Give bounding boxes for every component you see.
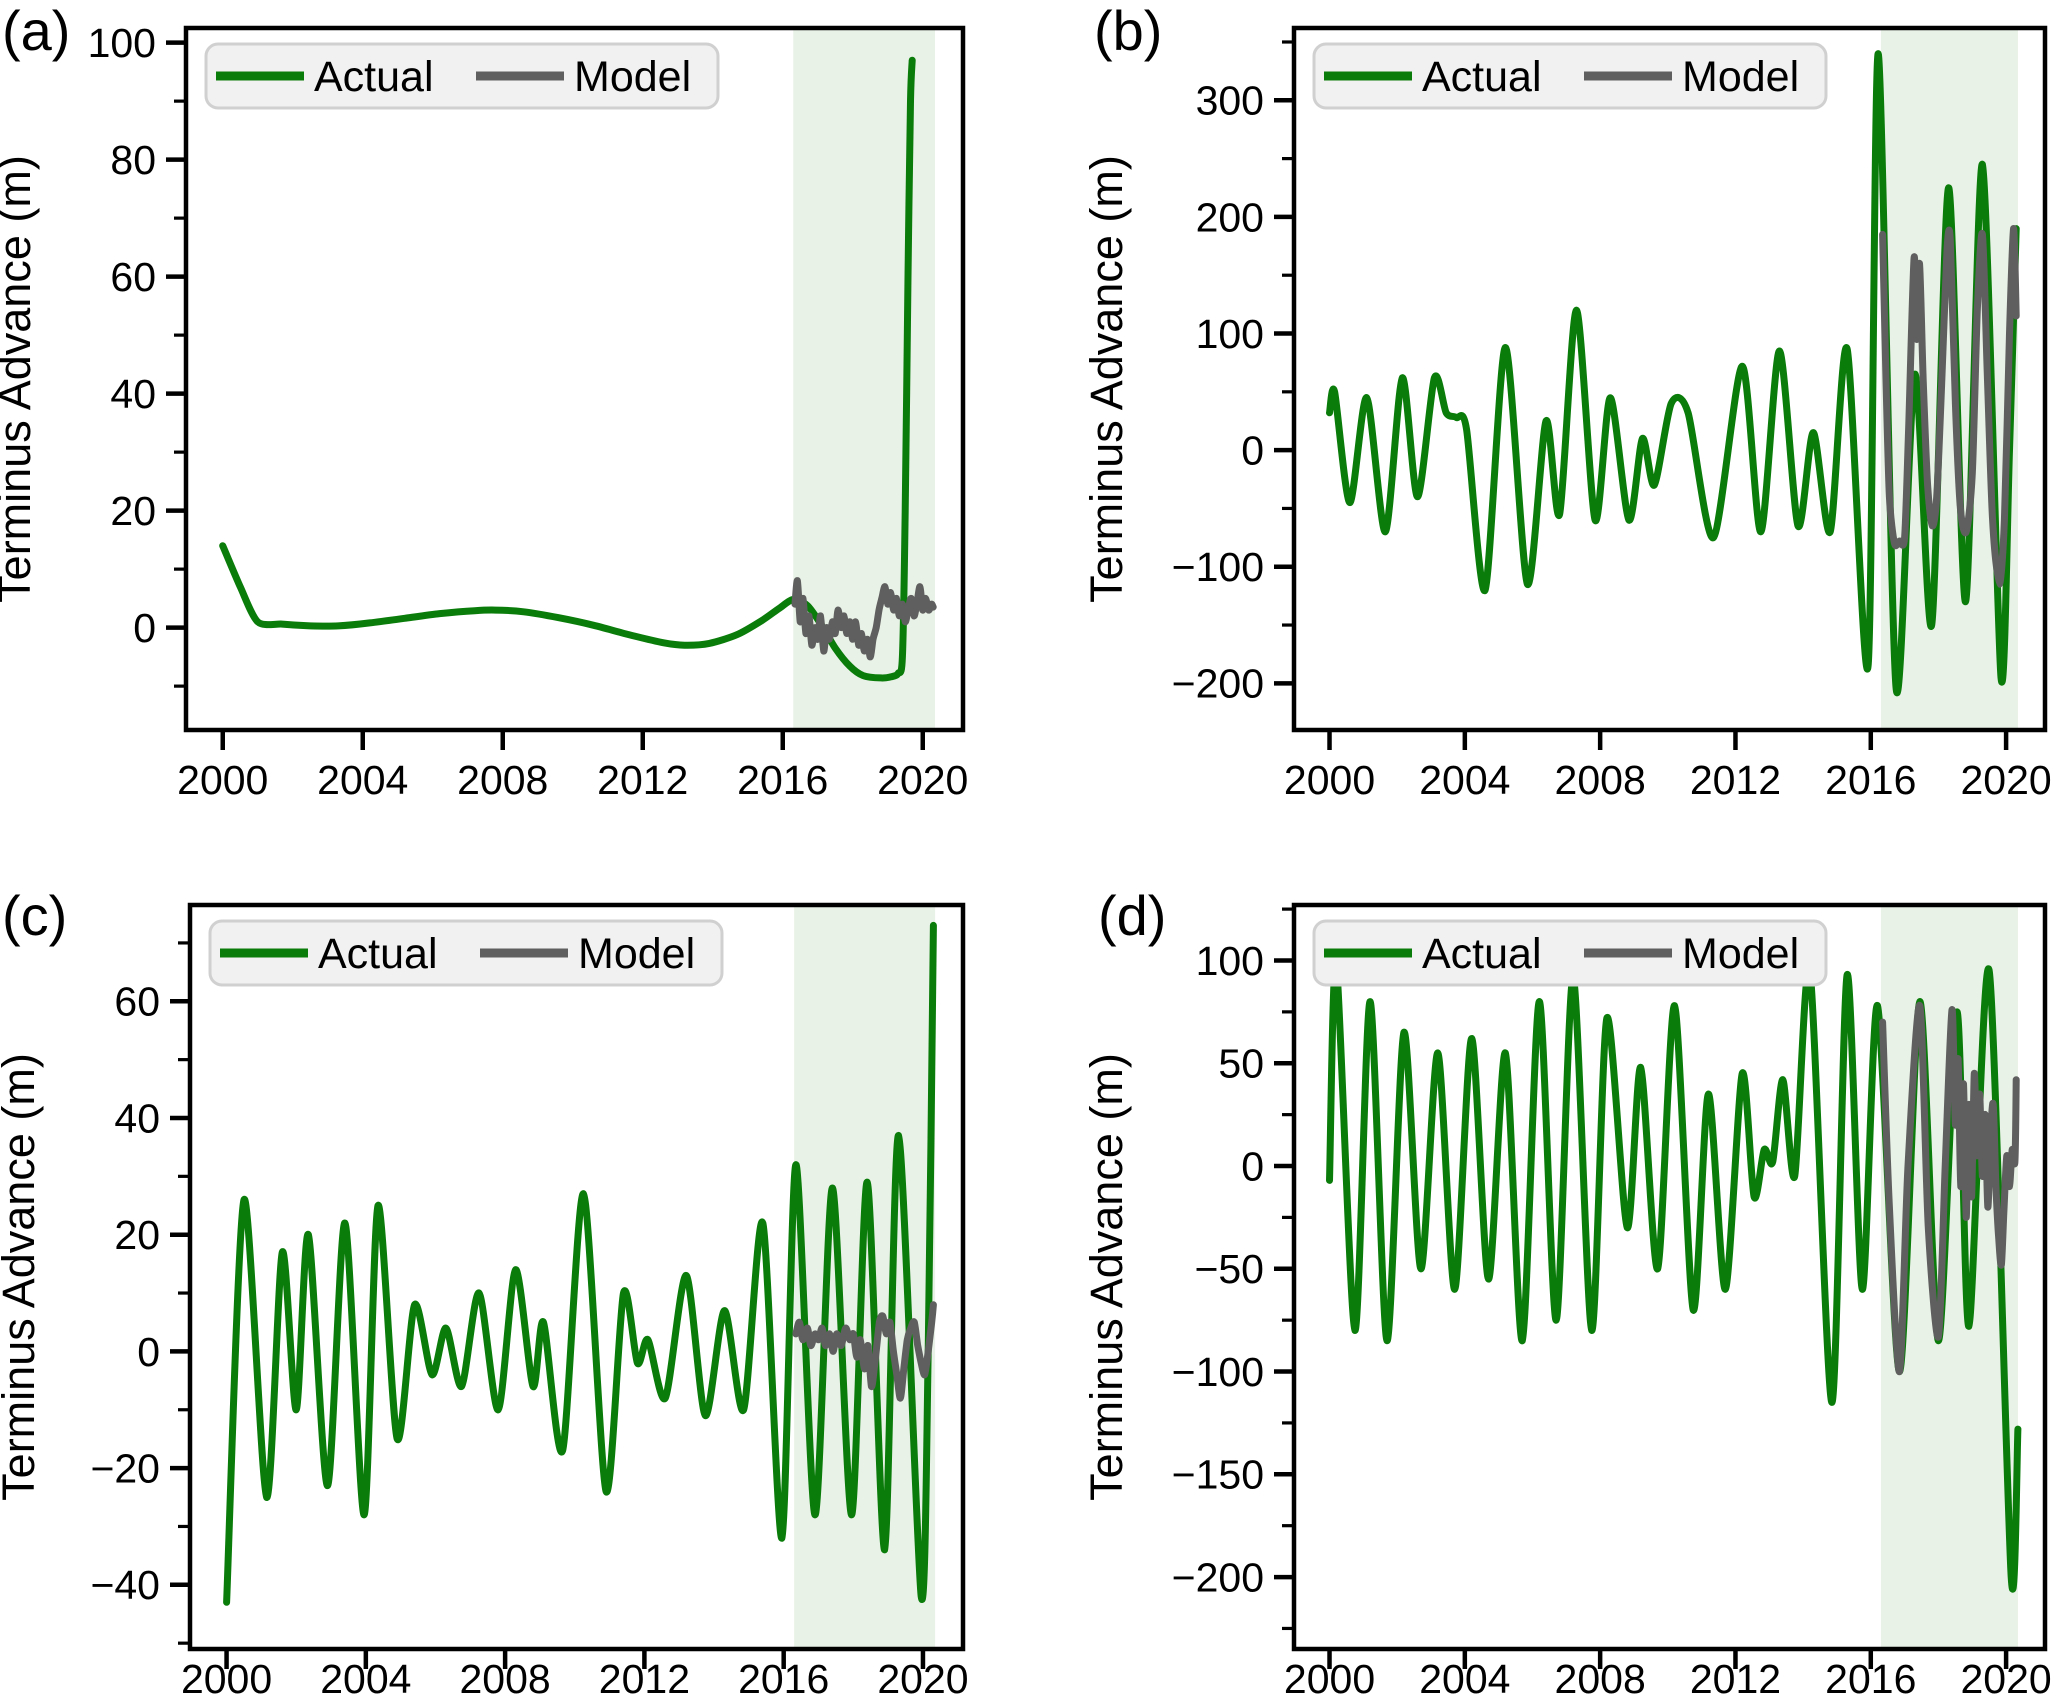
x-tick-label: 2008 <box>1555 757 1646 803</box>
y-tick-label: −40 <box>90 1562 160 1608</box>
y-axis-label: Terminus Advance (m) <box>0 155 40 603</box>
plot-frame <box>187 902 966 1652</box>
x-tick-label: 2000 <box>1284 757 1375 803</box>
x-tick-label: 2012 <box>597 757 688 803</box>
y-tick-label: −200 <box>1172 1554 1264 1600</box>
y-tick-label: −20 <box>90 1445 160 1491</box>
y-tick-label: 100 <box>88 20 156 66</box>
legend-box <box>204 42 720 110</box>
y-tick-label: 60 <box>110 254 156 300</box>
y-tick-label: 0 <box>133 605 156 651</box>
y-axis-label: Terminus Advance (m) <box>0 1053 44 1501</box>
x-tick-label: 2008 <box>457 757 548 803</box>
y-axis-label: Terminus Advance (m) <box>1081 155 1132 603</box>
x-tick-label: 2020 <box>1960 757 2051 803</box>
y-tick-label: 0 <box>137 1329 160 1375</box>
x-tick-label: 2020 <box>877 757 968 803</box>
y-tick-label: 40 <box>110 371 156 417</box>
legend-actual-label: Actual <box>1422 53 1542 101</box>
panel-letter: (c) <box>2 884 67 947</box>
x-tick-label: 2000 <box>1284 1656 1375 1697</box>
panel-letter: (d) <box>1098 884 1166 947</box>
legend-model-label: Model <box>574 53 691 101</box>
x-tick-label: 2020 <box>877 1656 968 1697</box>
y-tick-label: −100 <box>1172 1349 1264 1395</box>
y-tick-label: 50 <box>1218 1041 1264 1087</box>
series-model-line <box>792 1301 937 1402</box>
y-tick-label: 20 <box>114 1212 160 1258</box>
legend-actual-label: Actual <box>314 53 434 101</box>
x-tick-label: 2020 <box>1960 1656 2051 1697</box>
x-tick-label: 2000 <box>177 757 268 803</box>
legend: Actual Model <box>1312 42 1828 110</box>
x-tick-label: 2004 <box>1419 1656 1510 1697</box>
y-tick-label: 200 <box>1196 194 1264 240</box>
plot-frame <box>1291 25 2048 733</box>
series-model-line <box>791 577 937 661</box>
legend-actual-label: Actual <box>1422 930 1542 978</box>
y-tick-label: 0 <box>1241 427 1264 473</box>
panel-d: 2000 2004 2008 2012 2016 2020 −200 −150 −100 −50 0… <box>1081 884 2052 1697</box>
x-tick-label: 2016 <box>737 757 828 803</box>
x-tick-label: 2012 <box>1690 1656 1781 1697</box>
y-tick-label: 60 <box>114 979 160 1025</box>
panel-letter: (a) <box>2 0 70 62</box>
series-model-line <box>1879 1002 2020 1376</box>
x-tick-label: 2004 <box>317 757 408 803</box>
x-tick-label: 2012 <box>599 1656 690 1697</box>
y-tick-label: 80 <box>110 137 156 183</box>
legend-box <box>1312 919 1828 987</box>
x-tick-label: 2016 <box>1825 757 1916 803</box>
x-tick-label: 2008 <box>460 1656 551 1697</box>
series-model-line <box>1879 225 2020 588</box>
legend: Actual Model <box>208 919 724 987</box>
y-tick-label: 0 <box>1241 1143 1264 1189</box>
y-tick-label: −200 <box>1172 661 1264 707</box>
legend-model-label: Model <box>1682 53 1799 101</box>
y-tick-label: 300 <box>1196 78 1264 124</box>
x-tick-label: 2012 <box>1690 757 1781 803</box>
y-tick-label: 100 <box>1196 938 1264 984</box>
legend-model-label: Model <box>1682 930 1799 978</box>
legend-box <box>208 919 724 987</box>
series-actual-line <box>219 56 916 682</box>
x-tick-label: 2004 <box>320 1656 411 1697</box>
x-tick-label: 2016 <box>1825 1656 1916 1697</box>
plot-frame <box>183 25 966 733</box>
panel-a: 2000 2004 2008 2012 2016 2020 0 20 40 60 80 100 Term… <box>0 0 968 803</box>
panel-b: 2000 2004 2008 2012 2016 2020 −200 −100 0 100 200 3… <box>1081 0 2052 803</box>
y-tick-label: 40 <box>114 1095 160 1141</box>
x-tick-label: 2016 <box>738 1656 829 1697</box>
legend-box <box>1312 42 1828 110</box>
legend: Actual Model <box>1312 919 1828 987</box>
y-tick-label: −100 <box>1172 544 1264 590</box>
legend-model-label: Model <box>578 930 695 978</box>
y-tick-label: −150 <box>1172 1452 1264 1498</box>
x-tick-label: 2004 <box>1419 757 1510 803</box>
legend-actual-label: Actual <box>318 930 438 978</box>
y-axis-label: Terminus Advance (m) <box>1081 1053 1132 1501</box>
x-tick-label: 2008 <box>1555 1656 1646 1697</box>
y-tick-label: −50 <box>1194 1246 1264 1292</box>
panel-letter: (b) <box>1094 0 1162 62</box>
plot-frame <box>1291 902 2048 1652</box>
series-actual-line <box>223 921 937 1606</box>
y-tick-label: 20 <box>110 488 156 534</box>
panel-c: 2000 2004 2008 2012 2016 2020 −40 −20 0 20 40 60 Ter… <box>0 884 969 1697</box>
legend: Actual Model <box>204 42 720 110</box>
y-tick-label: 100 <box>1196 311 1264 357</box>
x-tick-label: 2000 <box>181 1656 272 1697</box>
